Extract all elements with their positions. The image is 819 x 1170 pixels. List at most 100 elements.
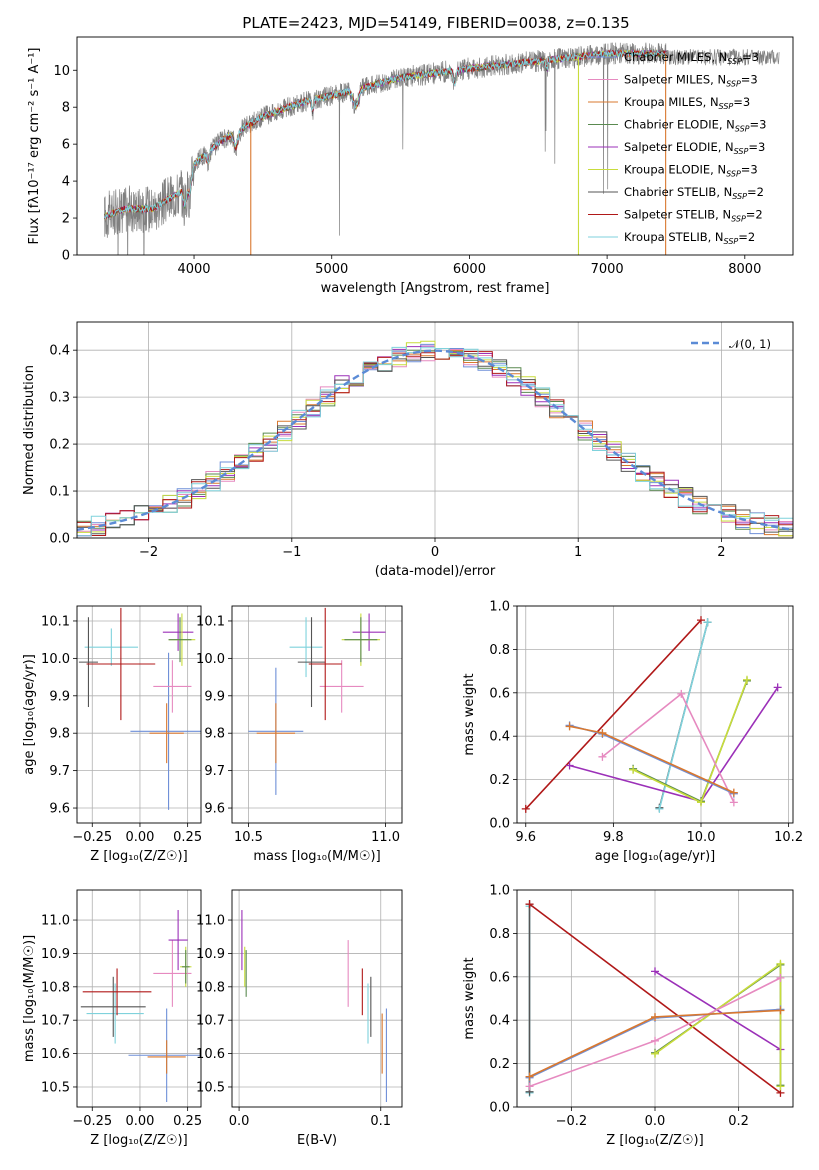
y-tick-label: 10 bbox=[53, 64, 70, 79]
y-tick-label: 10.5 bbox=[196, 1080, 225, 1095]
axes-frame bbox=[76, 321, 794, 539]
x-tick-label: 0.0 bbox=[645, 1114, 666, 1129]
weight-marker-salpeter-miles bbox=[677, 689, 686, 698]
x-axis-label: mass [log₁₀(M/M☉)] bbox=[253, 849, 380, 864]
panel-mass_vs_ebv: 0.0 0.1 10.5 10.6 10.7 10.8 10.9 11.0 E(B-V) bbox=[196, 889, 403, 1148]
axes-frame bbox=[231, 605, 403, 824]
x-tick-label: 0.00 bbox=[125, 1114, 154, 1129]
x-tick-label: 0.00 bbox=[125, 830, 154, 845]
y-tick-label: 10.5 bbox=[41, 1080, 70, 1095]
x-tick-label: 0.0 bbox=[229, 1114, 250, 1129]
y-tick-label: 0.2 bbox=[489, 1057, 510, 1072]
weight-marker-kroupa-miles bbox=[565, 722, 574, 731]
weight-marker-salpeter-stelib bbox=[525, 900, 534, 909]
y-tick-label: 9.8 bbox=[204, 727, 225, 742]
x-axis-label: Z [log₁₀(Z/Z☉)] bbox=[90, 1133, 187, 1148]
x-axis-label: (data-model)/error bbox=[375, 564, 496, 579]
legend-label-kroupa-stelib: Kroupa STELIB, NSSP=2 bbox=[624, 230, 755, 246]
y-tick-label: 8 bbox=[62, 101, 70, 116]
x-tick-label: 10.0 bbox=[687, 830, 716, 845]
weight-line-salpeter-elodie bbox=[654, 970, 781, 1051]
panel-weight_vs_Z: −0.2 0.0 0.2 0.0 0.2 0.4 0.6 0.8 1.0 Z [log₁₀(Z/Z… bbox=[462, 884, 794, 1148]
x-tick-label: 10.2 bbox=[774, 830, 803, 845]
y-tick-label: 10.6 bbox=[41, 1047, 70, 1062]
y-tick-label: 9.7 bbox=[204, 764, 225, 779]
y-tick-label: 9.6 bbox=[204, 802, 225, 817]
weight-marker-kroupa-elodie bbox=[776, 1082, 785, 1091]
x-tick-label: 0.1 bbox=[370, 1114, 391, 1129]
weight-marker-kroupa-miles bbox=[776, 1006, 785, 1015]
x-axis-label: Z [log₁₀(Z/Z☉)] bbox=[606, 1133, 703, 1148]
legend-label-chabrier-elodie: Chabrier ELODIE, NSSP=3 bbox=[624, 118, 766, 134]
panel-age_vs_Z: −0.25 0.00 0.25 9.6 9.7 9.8 9.9 10.0 10.1 Z [log₁… bbox=[22, 605, 202, 864]
y-tick-label: 0.4 bbox=[489, 1014, 510, 1029]
legend-label-salpeter-miles: Salpeter MILES, NSSP=3 bbox=[624, 73, 758, 89]
plot-area-mass_vs_ebv bbox=[241, 910, 387, 1102]
x-axis-label: E(B-V) bbox=[297, 1133, 337, 1148]
y-tick-label: 10.7 bbox=[196, 1014, 225, 1029]
y-tick-label: 10.6 bbox=[196, 1047, 225, 1062]
panel-residuals: −2 −1 0 1 2 0.0 0.1 0.2 0.3 0.4 (data-model)/error… bbox=[22, 321, 794, 579]
weight-marker-kroupa-miles bbox=[525, 1072, 534, 1081]
y-tick-label: 0.0 bbox=[49, 532, 70, 547]
x-tick-label: 7000 bbox=[591, 262, 624, 277]
plot-area-weight_vs_Z bbox=[525, 900, 785, 1097]
x-tick-label: 0.2 bbox=[728, 1114, 749, 1129]
y-tick-label: 0.8 bbox=[489, 927, 510, 942]
model-kroupa-stelib bbox=[104, 49, 667, 220]
panel-weight_vs_age: 9.6 9.8 10.0 10.2 0.0 0.2 0.4 0.6 0.8 1.0 age [log… bbox=[462, 600, 803, 865]
weight-marker-kroupa-stelib bbox=[703, 618, 712, 627]
plot-area-age_vs_Z bbox=[78, 607, 201, 810]
axes-frame bbox=[516, 889, 794, 1108]
weight-marker-kroupa-elodie bbox=[776, 959, 785, 968]
legend-label-chabrier-stelib: Chabrier STELIB, NSSP=2 bbox=[624, 185, 764, 201]
x-tick-label: 5000 bbox=[315, 262, 348, 277]
y-tick-label: 0.2 bbox=[489, 773, 510, 788]
legend-label-kroupa-elodie: Kroupa ELODIE, NSSP=3 bbox=[624, 163, 758, 179]
y-tick-label: 10.0 bbox=[196, 652, 225, 667]
legend-label-gaussian: 𝒩(0, 1) bbox=[729, 337, 771, 351]
y-tick-label: 10.1 bbox=[41, 614, 70, 629]
gaussian-curve bbox=[77, 349, 791, 531]
y-tick-label: 9.8 bbox=[49, 727, 70, 742]
weight-marker-kroupa-elodie bbox=[651, 1049, 659, 1058]
y-tick-label: 6 bbox=[62, 138, 70, 153]
legend: Chabrier MILES, NSSP=3 Salpeter MILES, NS… bbox=[588, 50, 766, 246]
histogram-salpeter-stelib bbox=[77, 351, 793, 536]
y-axis-label: mass weight bbox=[462, 957, 477, 1039]
weight-marker-kroupa-elodie bbox=[629, 765, 638, 774]
histogram-kroupa-elodie bbox=[77, 340, 793, 537]
y-tick-label: 9.9 bbox=[204, 689, 225, 704]
x-tick-label: 9.6 bbox=[515, 830, 536, 845]
weight-marker-kroupa-miles bbox=[729, 788, 738, 797]
y-tick-label: 10.9 bbox=[41, 947, 70, 962]
weight-marker-salpeter-elodie bbox=[773, 683, 782, 692]
x-tick-label: −1 bbox=[282, 545, 301, 560]
x-tick-label: 4000 bbox=[177, 262, 210, 277]
x-tick-label: 2 bbox=[717, 545, 725, 560]
weight-line-salpeter-stelib bbox=[525, 619, 702, 810]
x-tick-label: −2 bbox=[139, 545, 158, 560]
y-axis-label: Normed distribution bbox=[22, 365, 37, 495]
y-tick-label: 0.4 bbox=[49, 344, 70, 359]
axes-frame bbox=[76, 889, 202, 1108]
weight-line-chabrier-elodie bbox=[632, 680, 748, 803]
x-tick-label: −0.2 bbox=[556, 1114, 588, 1129]
x-tick-label: 1 bbox=[574, 545, 582, 560]
y-tick-label: 10.0 bbox=[41, 652, 70, 667]
weight-marker-salpeter-stelib bbox=[521, 804, 530, 813]
y-tick-label: 10.8 bbox=[196, 980, 225, 995]
x-tick-label: 0.25 bbox=[173, 830, 202, 845]
y-tick-label: 1.0 bbox=[489, 600, 510, 615]
y-tick-label: 11.0 bbox=[196, 914, 225, 929]
plot-area-spectrum bbox=[104, 42, 780, 255]
y-tick-label: 0.0 bbox=[489, 817, 510, 832]
panel-spectrum: 4000 5000 6000 7000 8000 0 2 4 6 8 10 wavelength [A… bbox=[27, 36, 794, 296]
y-axis-label: age [log₁₀(age/yr)] bbox=[22, 654, 37, 775]
panel-age_vs_mass: 10.5 11.0 9.6 9.7 9.8 9.9 10.0 10.1 mass [log₁₀(… bbox=[196, 605, 403, 864]
plot-area-age_vs_mass bbox=[248, 607, 386, 795]
weight-marker-salpeter-miles bbox=[651, 1036, 659, 1045]
weight-marker-salpeter-miles bbox=[525, 1082, 534, 1091]
y-tick-label: 9.6 bbox=[49, 802, 70, 817]
